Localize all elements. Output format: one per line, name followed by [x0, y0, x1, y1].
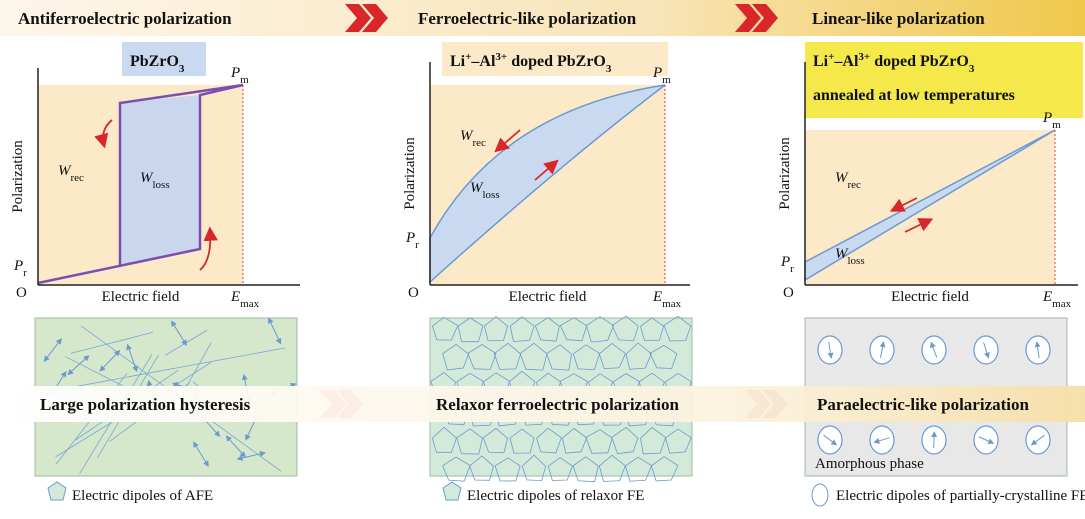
- pr-label-main: P: [405, 230, 415, 246]
- pr-label-main: P: [13, 258, 23, 274]
- legend-label: Electric dipoles of relaxor FE: [467, 488, 644, 504]
- legend-icon: [443, 482, 461, 500]
- pr-label-sub: r: [415, 239, 419, 251]
- material-part: 3+: [858, 51, 870, 63]
- material-part: doped PbZrO: [507, 53, 606, 70]
- pr-label-sub: r: [790, 263, 794, 275]
- pr-label: Pr: [405, 230, 419, 251]
- material-part: Li: [450, 53, 466, 70]
- dipole: [934, 432, 935, 448]
- emax-label-sub: max: [662, 298, 681, 310]
- legend-label: Electric dipoles of partially-crystallin…: [836, 488, 1085, 504]
- pr-label-main: P: [780, 254, 790, 270]
- emax-label-main: E: [1042, 289, 1052, 305]
- origin-label: O: [408, 285, 419, 301]
- pm-label-sub: m: [240, 74, 249, 86]
- material-label-line2: annealed at low temperatures: [813, 87, 1015, 104]
- w-loss-label-sub: loss: [153, 179, 170, 191]
- w-rec-label-sub: rec: [848, 179, 862, 191]
- pm-label-sub: m: [1052, 119, 1061, 131]
- banner-title: Antiferroelectric polarization: [18, 9, 232, 28]
- pm-label: Pm: [652, 65, 671, 86]
- pm-label-main: P: [652, 65, 662, 81]
- material-part: 3: [179, 63, 185, 75]
- x-axis-label: Electric field: [891, 289, 969, 305]
- material-part: PbZrO: [130, 53, 179, 70]
- legend-icon: [812, 484, 828, 506]
- origin-label: O: [783, 285, 794, 301]
- emax-label: Emax: [652, 289, 682, 310]
- origin-label: O: [16, 285, 27, 301]
- legend-label: Electric dipoles of AFE: [72, 488, 213, 504]
- y-axis-label: Polarization: [10, 140, 26, 213]
- material-part: 3: [969, 63, 975, 75]
- w-loss-label-sub: loss: [848, 255, 865, 267]
- pm-label-sub: m: [662, 74, 671, 86]
- pr-label: Pr: [780, 254, 794, 275]
- w-rec-label-sub: rec: [71, 172, 85, 184]
- material-part: 3: [606, 63, 612, 75]
- y-axis-label: Polarization: [777, 137, 793, 210]
- caption: Relaxor ferroelectric polarization: [436, 395, 679, 414]
- pr-label: Pr: [13, 258, 27, 279]
- rec-area: [430, 85, 665, 285]
- material-part: 3+: [495, 51, 507, 63]
- material-part: doped PbZrO: [870, 53, 969, 70]
- pm-label-main: P: [230, 65, 240, 81]
- emax-label-main: E: [230, 289, 240, 305]
- material-part: –Al: [833, 53, 859, 70]
- emax-label: Emax: [230, 289, 260, 310]
- pm-label-main: P: [1042, 110, 1052, 126]
- banner-title: Linear-like polarization: [812, 9, 985, 28]
- emax-label-sub: max: [1052, 298, 1071, 310]
- x-axis-label: Electric field: [509, 289, 587, 305]
- x-axis-label: Electric field: [102, 289, 180, 305]
- legend-icon: [48, 482, 66, 500]
- pm-label: Pm: [230, 65, 249, 86]
- material-part: Li: [813, 53, 829, 70]
- pr-label-sub: r: [23, 267, 27, 279]
- emax-label-main: E: [652, 289, 662, 305]
- figure: Antiferroelectric polarization Ferroelect…: [0, 0, 1085, 519]
- w-loss-label-sub: loss: [483, 189, 500, 201]
- emax-label-sub: max: [240, 298, 259, 310]
- material-part: –Al: [470, 53, 496, 70]
- caption: Paraelectric-like polarization: [817, 395, 1029, 414]
- y-axis-label: Polarization: [402, 137, 418, 210]
- emax-label: Emax: [1042, 289, 1072, 310]
- w-rec-label-sub: rec: [473, 137, 487, 149]
- banner-title: Ferroelectric-like polarization: [418, 9, 637, 28]
- amorphous-label: Amorphous phase: [815, 456, 924, 472]
- caption: Large polarization hysteresis: [40, 395, 251, 414]
